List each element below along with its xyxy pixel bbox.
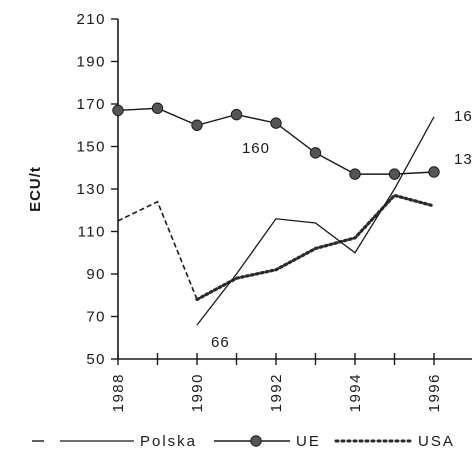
y-tick-label: 50 (86, 351, 106, 368)
y-axis: 50 70 90 110 130 150 170 190 210 (76, 11, 119, 368)
y-tick-label: 70 (86, 309, 106, 326)
y-axis-title: ECU/t (27, 166, 44, 212)
x-tick-label: 1988 (110, 373, 127, 412)
series-ue-point (151, 102, 164, 114)
series-usa-line (117, 200, 198, 300)
legend-marker-ue (250, 435, 262, 447)
x-tick-label: 1994 (347, 373, 364, 412)
series-ue-point (191, 119, 203, 131)
series-usa-line (195, 193, 436, 302)
data-label: 160 (242, 140, 270, 157)
legend-label: UE (296, 433, 321, 450)
series-ue-point (428, 166, 440, 178)
series-ue-point (309, 147, 322, 159)
series-ue-point (112, 104, 124, 117)
series-ue-point (349, 168, 361, 180)
data-label: 66 (211, 334, 230, 351)
legend-label: USA (418, 433, 455, 450)
data-annotations: 160 66 164 138 (211, 108, 472, 351)
series-ue-point (270, 117, 282, 129)
x-tick-label: 1996 (426, 373, 443, 412)
y-tick-label: 90 (86, 266, 106, 283)
data-label: 164 (454, 108, 472, 125)
y-tick-label: 110 (78, 224, 106, 241)
x-axis: 1988 1990 1992 1994 1996 (110, 353, 472, 412)
legend-label: Polska (140, 433, 197, 450)
y-tick-label: 210 (76, 11, 106, 28)
x-tick-label: 1990 (189, 373, 206, 412)
y-tick-label: 130 (76, 181, 106, 198)
series-lines (112, 102, 440, 326)
series-polska-line (196, 116, 435, 326)
series-ue-point (388, 168, 401, 180)
x-tick-label: 1992 (268, 373, 285, 412)
y-tick-label: 170 (76, 96, 106, 113)
legend: Polska UE USA (32, 433, 455, 450)
y-tick-label: 150 (76, 139, 106, 156)
series-ue-point (230, 108, 243, 121)
data-label: 138 (454, 151, 472, 168)
y-tick-label: 190 (76, 54, 106, 71)
